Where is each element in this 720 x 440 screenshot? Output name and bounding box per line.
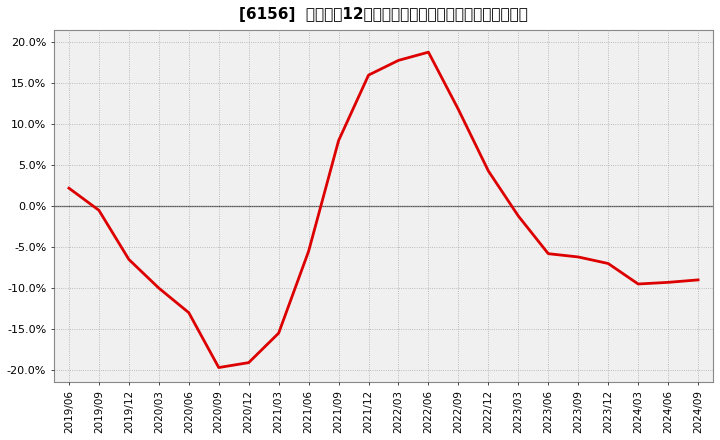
Title: [6156]  売上高だ12か月移動合計の対前年同期増減率の推移: [6156] 売上高だ12か月移動合計の対前年同期増減率の推移	[239, 7, 528, 22]
